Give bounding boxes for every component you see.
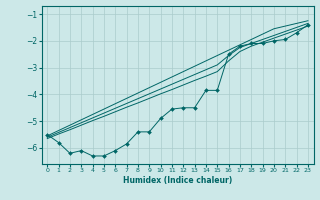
X-axis label: Humidex (Indice chaleur): Humidex (Indice chaleur) bbox=[123, 176, 232, 185]
